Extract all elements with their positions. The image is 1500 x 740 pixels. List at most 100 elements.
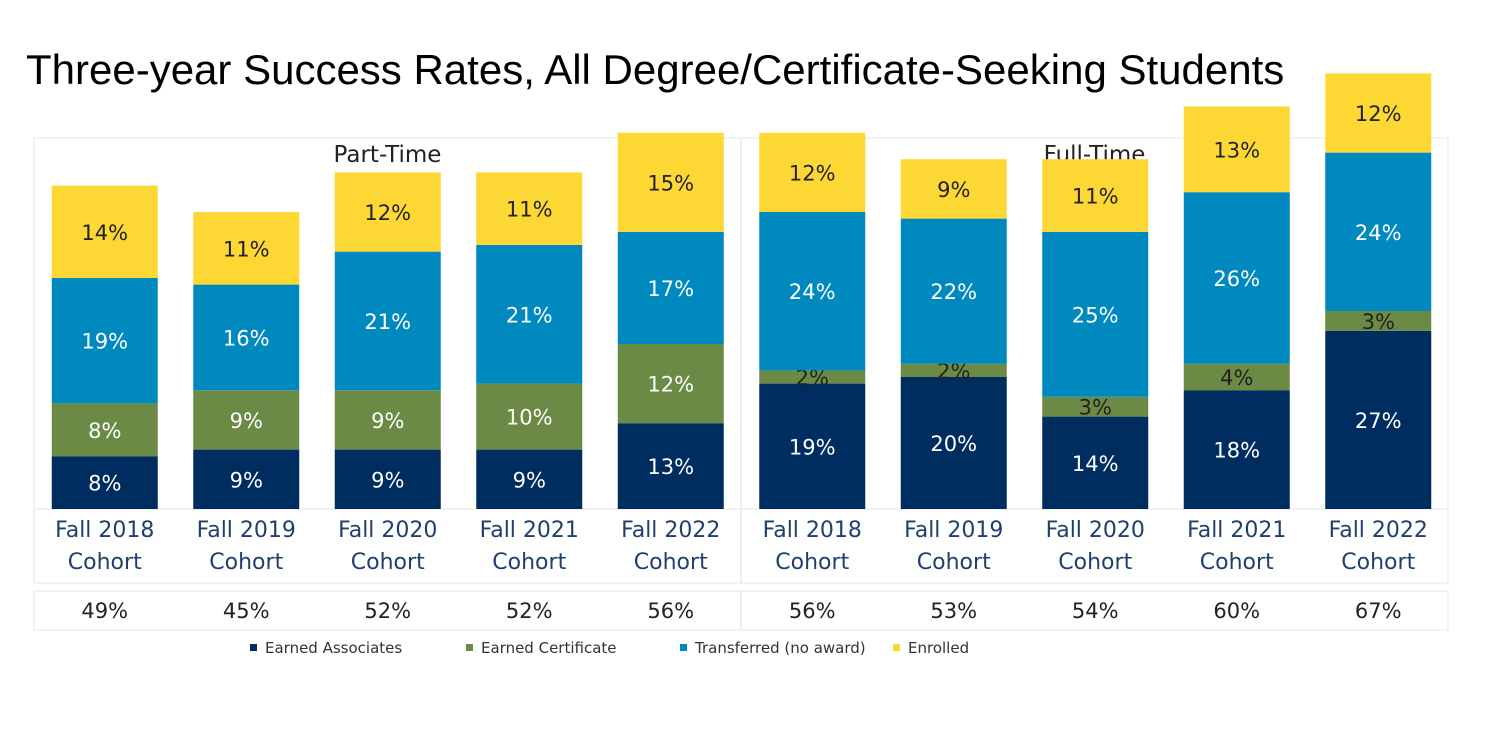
bar-segment-enrolled xyxy=(759,132,866,212)
bar-segment-associates xyxy=(759,383,866,509)
data-label-enrolled: 11% xyxy=(223,237,270,261)
data-label-enrolled: 12% xyxy=(364,201,411,225)
data-label-certificate: 3% xyxy=(1079,396,1112,420)
bar-segment-certificate xyxy=(900,363,1007,377)
data-label-associates: 9% xyxy=(230,468,263,492)
category-label: Fall 2020 xyxy=(1046,518,1145,543)
data-label-certificate: 12% xyxy=(647,373,694,397)
data-label-transferred: 24% xyxy=(789,280,836,304)
data-label-associates: 20% xyxy=(930,432,977,456)
bar-segment-certificate xyxy=(476,383,583,450)
data-label-associates: 27% xyxy=(1355,409,1402,433)
data-label-associates: 13% xyxy=(647,455,694,479)
data-label-associates: 9% xyxy=(513,468,546,492)
category-label: Cohort xyxy=(351,550,425,575)
data-label-enrolled: 11% xyxy=(506,198,553,222)
total-label: 54% xyxy=(1072,599,1119,623)
data-label-associates: 9% xyxy=(371,468,404,492)
data-label-transferred: 24% xyxy=(1355,221,1402,245)
category-label: Cohort xyxy=(775,550,849,575)
legend-label-enrolled: Enrolled xyxy=(908,639,969,657)
total-label: 52% xyxy=(364,599,411,623)
data-label-transferred: 21% xyxy=(364,310,411,334)
total-label: 67% xyxy=(1355,599,1402,623)
bar-segment-associates xyxy=(51,456,158,509)
bar-segment-enrolled xyxy=(51,185,158,278)
bar-segment-transferred xyxy=(900,218,1007,364)
total-label: 49% xyxy=(81,599,128,623)
category-label: Cohort xyxy=(634,550,708,575)
data-label-certificate: 8% xyxy=(88,419,121,443)
bar-segment-certificate xyxy=(334,390,441,450)
bar-segment-enrolled xyxy=(334,172,441,252)
bar-segment-transferred xyxy=(1325,152,1432,311)
bar-segment-transferred xyxy=(1183,192,1290,364)
bar-segment-associates xyxy=(900,377,1007,509)
bar-segment-certificate xyxy=(759,370,866,384)
category-label: Cohort xyxy=(209,550,283,575)
bar-segment-certificate xyxy=(193,390,300,450)
legend-label-associates: Earned Associates xyxy=(265,639,402,657)
bar-segment-certificate xyxy=(1042,396,1149,417)
bar-segment-certificate xyxy=(51,403,158,457)
category-label: Cohort xyxy=(917,550,991,575)
total-label: 56% xyxy=(647,599,694,623)
category-label: Fall 2019 xyxy=(904,518,1003,543)
data-label-enrolled: 13% xyxy=(1213,138,1260,162)
bar-segment-certificate xyxy=(1183,363,1290,391)
data-label-certificate: 10% xyxy=(506,406,553,430)
data-label-associates: 19% xyxy=(789,435,836,459)
bar-segment-transferred xyxy=(476,245,583,384)
bar-segment-enrolled xyxy=(617,132,724,232)
bar-segment-enrolled xyxy=(900,159,1007,219)
total-labels: 49% 45% 52% 52% 56% 56% 53% 54% 60% 67% xyxy=(81,599,1401,623)
total-label: 45% xyxy=(223,599,270,623)
legend: Earned Associates Earned Certificate Trans… xyxy=(250,639,969,657)
legend-label-certificate: Earned Certificate xyxy=(481,639,617,657)
data-label-transferred: 19% xyxy=(81,330,128,354)
category-label: Fall 2018 xyxy=(55,518,154,543)
data-label-transferred: 26% xyxy=(1213,267,1260,291)
data-label-associates: 8% xyxy=(88,472,121,496)
category-labels: Fall 2018 Cohort Fall 2019 Cohort Fall 2020 C… xyxy=(55,518,1428,575)
category-label: Fall 2022 xyxy=(1329,518,1428,543)
category-label: Cohort xyxy=(492,550,566,575)
data-label-enrolled: 11% xyxy=(1072,185,1119,209)
category-label: Cohort xyxy=(1341,550,1415,575)
chart-frame xyxy=(33,137,1449,631)
legend-swatch-enrolled xyxy=(893,644,900,651)
category-label: Fall 2022 xyxy=(621,518,720,543)
data-label-transferred: 21% xyxy=(506,303,553,327)
data-label-certificate: 3% xyxy=(1362,310,1395,334)
total-label: 56% xyxy=(789,599,836,623)
bar-segment-certificate xyxy=(1325,311,1432,331)
bar-segment-transferred xyxy=(759,212,866,371)
data-label-enrolled: 15% xyxy=(647,171,694,195)
bar-segment-enrolled xyxy=(1183,106,1290,193)
total-label: 60% xyxy=(1213,599,1260,623)
bars: 8% 8% 19% 14% 9% 9% 16% 11% 9% 9% 21% 12% 9% 10% 21% 11… xyxy=(51,73,1432,509)
legend-swatch-transferred xyxy=(680,644,687,651)
data-label-certificate: 9% xyxy=(371,409,404,433)
bar-segment-transferred xyxy=(617,231,724,344)
category-label: Cohort xyxy=(1200,550,1274,575)
legend-swatch-associates xyxy=(250,644,257,651)
data-label-associates: 14% xyxy=(1072,452,1119,476)
bar-segment-enrolled xyxy=(1042,159,1149,232)
category-label: Cohort xyxy=(68,550,142,575)
data-label-enrolled: 14% xyxy=(81,221,128,245)
data-label-associates: 18% xyxy=(1213,439,1260,463)
category-label: Cohort xyxy=(1058,550,1132,575)
data-label-transferred: 22% xyxy=(930,280,977,304)
category-label: Fall 2018 xyxy=(763,518,862,543)
bar-segment-associates xyxy=(1325,330,1432,509)
bar-segment-associates xyxy=(1183,390,1290,509)
data-label-transferred: 16% xyxy=(223,326,270,350)
chart-title: Three-year Success Rates, All Degree/Cer… xyxy=(26,46,1285,93)
bar-segment-transferred xyxy=(193,284,300,391)
data-label-transferred: 17% xyxy=(647,277,694,301)
total-label: 52% xyxy=(506,599,553,623)
bar-segment-associates xyxy=(476,449,583,509)
group-headers: Part-Time Full-Time xyxy=(334,142,1146,168)
